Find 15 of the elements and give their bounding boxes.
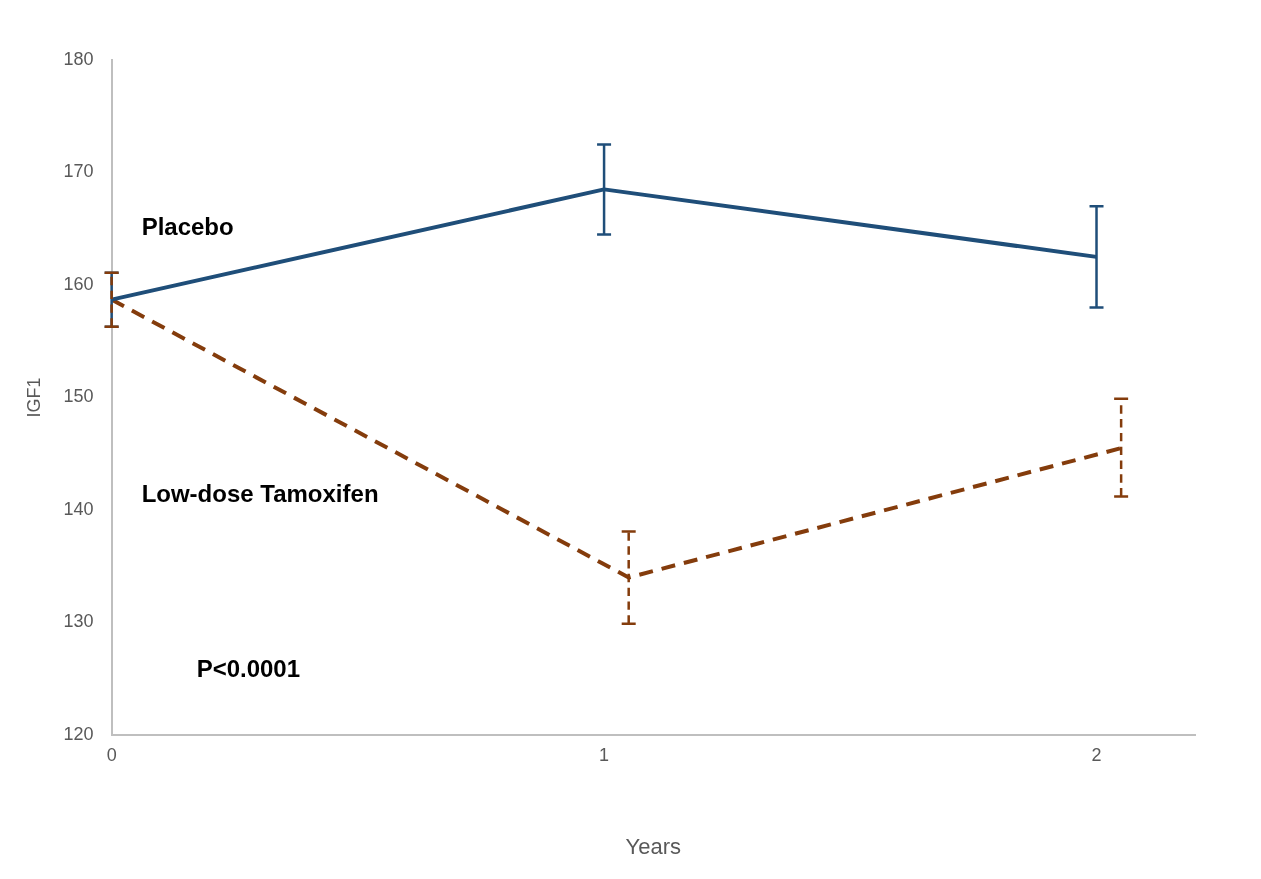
series-label: Placebo [141,212,234,240]
series-label: Low-dose Tamoxifen [141,480,379,508]
y-tick-label: 150 [63,386,94,407]
annotation: P<0.0001 [196,654,301,682]
x-tick-label: 1 [599,744,610,765]
y-tick-label: 180 [63,48,94,69]
y-tick-label: 170 [63,161,94,182]
y-tick-label: 130 [63,611,94,632]
y-axis-title: IGF1 [23,377,44,418]
x-axis-title: Years [625,833,682,859]
y-tick-label: 160 [63,273,94,294]
y-tick-label: 140 [63,498,94,519]
y-tick-label: 120 [63,723,94,744]
x-tick-label: 0 [106,744,117,765]
x-tick-label: 2 [1091,744,1102,765]
